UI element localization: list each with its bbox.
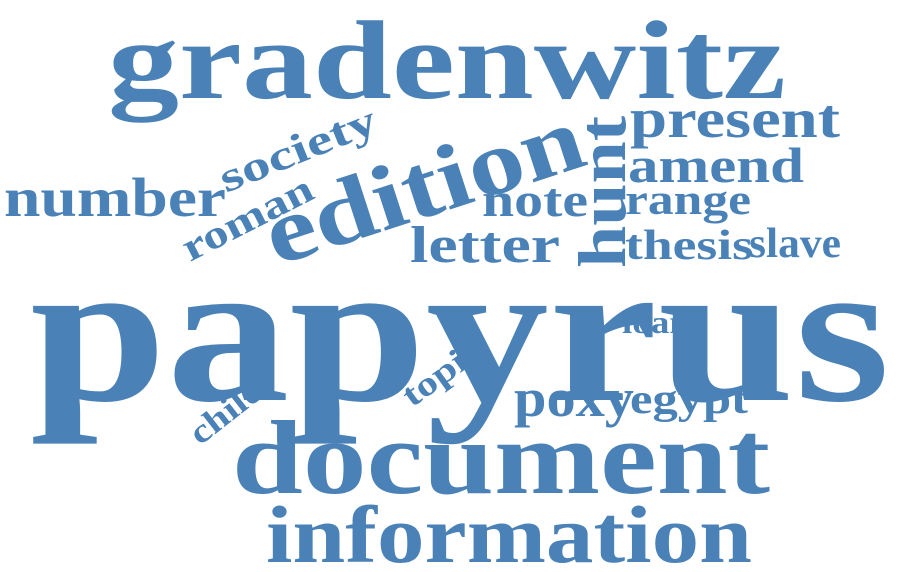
word-hunt: hunt	[564, 116, 640, 268]
word-letter: letter	[410, 217, 560, 274]
word-papyrus: papyrus	[30, 218, 890, 445]
word-number: number	[4, 167, 226, 228]
word-egypt: egypt	[630, 377, 748, 423]
word-information: information	[266, 489, 752, 572]
word-slave: slave	[749, 221, 841, 267]
word-gradenwitz: gradenwitz	[108, 0, 786, 123]
word-present: present	[630, 88, 841, 149]
word-thesis: thesis	[625, 223, 753, 269]
word-amend: amend	[628, 137, 804, 193]
word-poxy: poxy	[514, 368, 634, 428]
word-document: document	[232, 399, 770, 516]
word-loan: loan	[622, 304, 690, 340]
word-range: range	[625, 177, 751, 224]
word-note: note	[482, 174, 588, 227]
